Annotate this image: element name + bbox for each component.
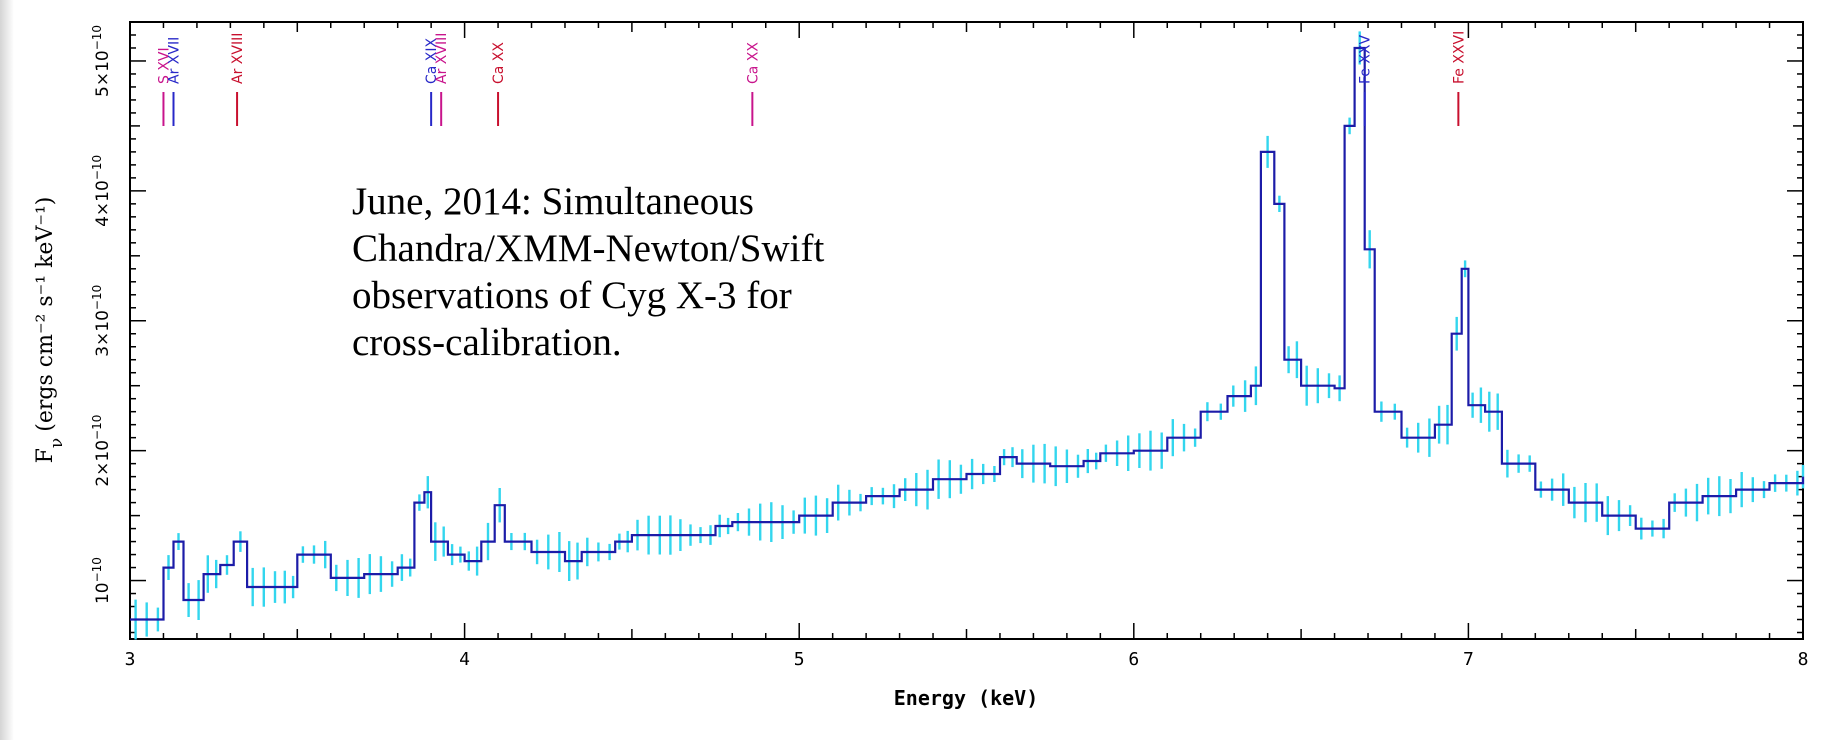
y-tick-label: 2×10−10 [90, 415, 113, 487]
y-tick-label-group: 2×10−10 [90, 415, 113, 487]
note-line-3: observations of Cyg X-3 for [352, 274, 792, 317]
line-id-label: Ar XVIII [230, 33, 246, 84]
line-id-label-group: Ar XVIII [230, 33, 246, 84]
x-tick-label: 8 [1798, 649, 1809, 670]
line-id-label: Ar XVIII [434, 33, 450, 84]
line-id-label-group: Ar XVIII [434, 33, 450, 84]
x-tick-labels: 3 4 5 6 7 8 [125, 649, 1809, 670]
line-id-label-group: Fe XXV [1358, 34, 1374, 84]
y-tick-label-group: 3×10−10 [90, 285, 113, 357]
x-axis-label: Energy (keV) [894, 686, 1039, 710]
line-id-label-group: Ca XX [745, 42, 761, 84]
y-tick-mantissa: 3×10 [93, 310, 113, 357]
line-id-label-group: Ar XVII [166, 37, 182, 84]
x-tick-label: 5 [794, 649, 805, 670]
y-tick-exponent: −10 [90, 557, 104, 582]
y-tick-mantissa: 5×10 [93, 50, 113, 97]
y-axis-label-units: (ergs cm⁻² s⁻¹ keV⁻¹) [33, 197, 58, 432]
x-tick-label: 7 [1463, 649, 1474, 670]
svg-text:Fν(ergs cm⁻² s⁻¹ keV⁻¹): Fν (ergs cm⁻² s⁻¹ keV⁻¹) [33, 197, 67, 464]
line-id-label: Ca XX [491, 42, 507, 84]
y-axis-label-subscript: ν [47, 438, 67, 448]
y-tick-label: 10−10 [90, 557, 113, 604]
spectrum-series-line [130, 46, 1805, 621]
note-line-2: Chandra/XMM-Newton/Swift [352, 227, 825, 270]
y-tick-exponent: −10 [90, 285, 104, 310]
x-tick-label: 6 [1128, 649, 1139, 670]
slide-edge-shadow [0, 0, 14, 740]
line-id-label: Fe XXVI [1451, 31, 1467, 84]
line-id-label: Ca XX [745, 42, 761, 84]
line-id-label-group: Ca XIX [424, 37, 440, 84]
line-id-label: Ar XVII [166, 37, 182, 84]
series-layer [130, 46, 1805, 621]
y-tick-labels: 10−102×10−103×10−104×10−105×10−10 [90, 25, 113, 604]
line-id-label: S XVI [156, 47, 172, 84]
line-id-label: Fe XXV [1358, 34, 1374, 84]
y-tick-label: 3×10−10 [90, 285, 113, 357]
line-id-label-group: Ca XX [491, 42, 507, 84]
y-tick-label-group: 10−10 [90, 557, 113, 604]
y-tick-exponent: −10 [90, 25, 104, 50]
note-line-4: cross-calibration. [352, 321, 622, 364]
line-id-label-group: Fe XXVI [1451, 31, 1467, 84]
observation-note: June, 2014: Simultaneous Chandra/XMM-New… [352, 178, 1032, 366]
y-tick-label: 5×10−10 [90, 25, 113, 97]
y-axis-label-symbol: F [33, 448, 58, 463]
y-tick-exponent: −10 [90, 415, 104, 440]
x-tick-label: 3 [125, 649, 136, 670]
y-tick-mantissa: 4×10 [93, 180, 113, 227]
y-tick-label-group: 4×10−10 [90, 155, 113, 227]
y-tick-mantissa: 2×10 [93, 440, 113, 487]
y-tick-label-group: 5×10−10 [90, 25, 113, 97]
y-tick-label: 4×10−10 [90, 155, 113, 227]
y-tick-exponent: −10 [90, 155, 104, 180]
line-id-label: Ca XIX [424, 37, 440, 84]
x-tick-label: 4 [459, 649, 470, 670]
tick-marks [129, 21, 1804, 639]
y-tick-mantissa: 10 [93, 582, 113, 604]
line-id-label-group: S XVI [156, 47, 172, 84]
y-axis-label: Fν (ergs cm⁻² s⁻¹ keV⁻¹) [33, 197, 67, 464]
note-line-1: June, 2014: Simultaneous [352, 180, 754, 223]
